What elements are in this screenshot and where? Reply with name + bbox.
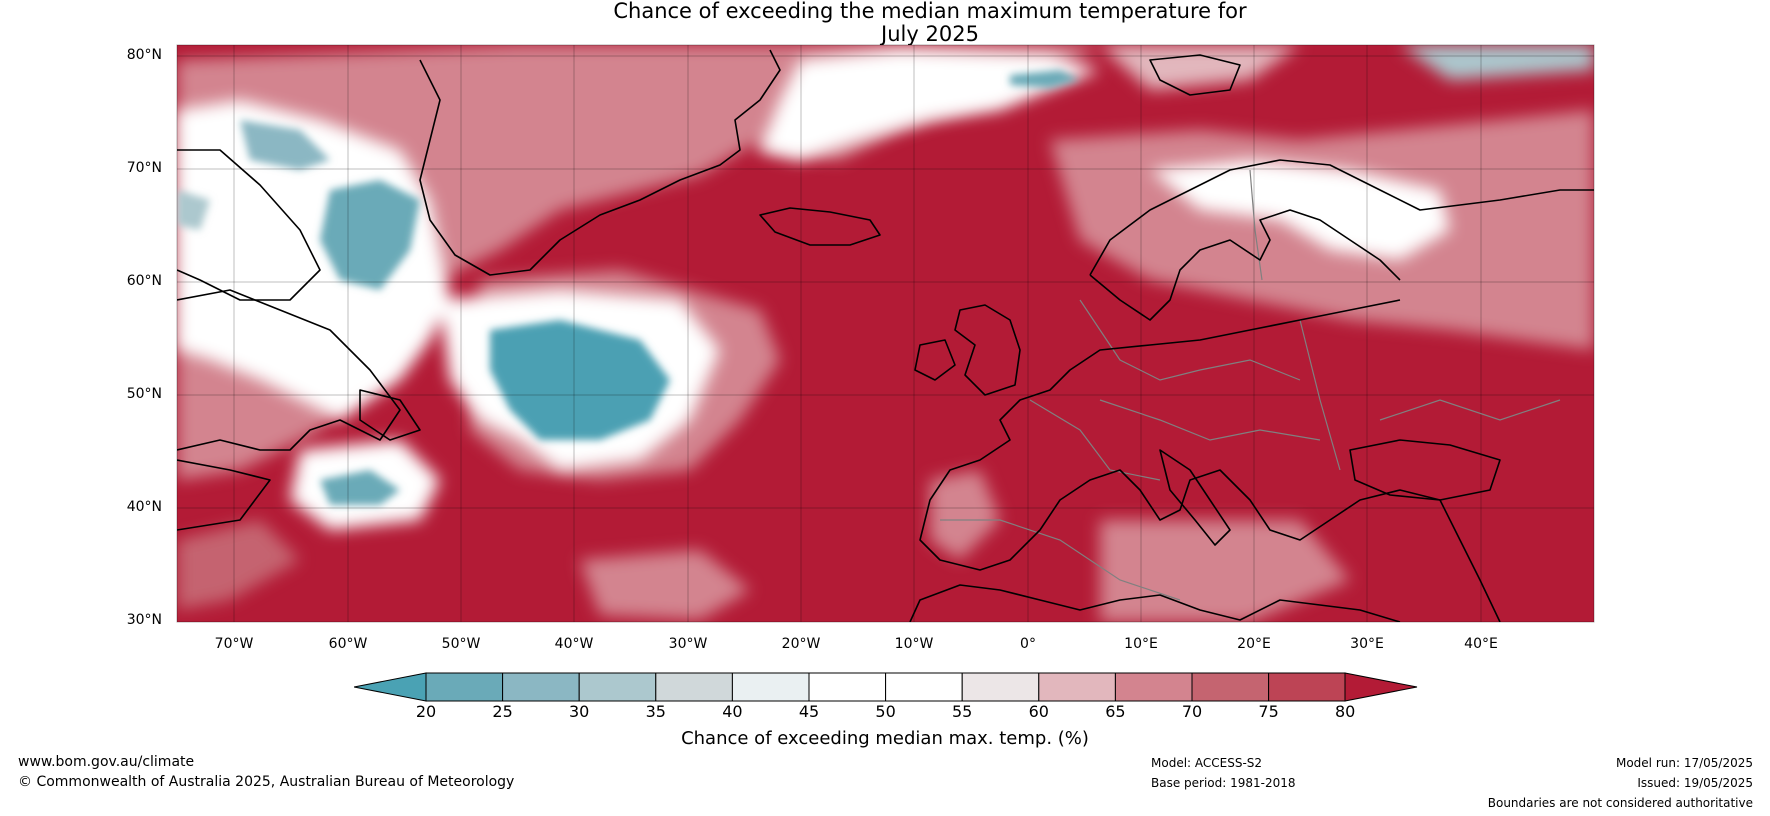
colorbar-tick-65: 65 <box>1105 702 1126 721</box>
colorbar-tick-80: 80 <box>1335 702 1356 721</box>
lat-label-30n: 30°N <box>126 612 162 628</box>
lon-label-30w: 30°W <box>668 636 708 652</box>
colorbar-tick-35: 35 <box>645 702 666 721</box>
lon-label-0: 0° <box>1020 636 1036 652</box>
lon-label-40w: 40°W <box>554 636 594 652</box>
coastlines <box>177 49 1594 622</box>
lon-label-40e: 40°E <box>1464 636 1498 652</box>
map-field <box>177 45 1594 622</box>
lon-label-10e: 10°E <box>1124 636 1158 652</box>
colorbar-bin-20-25 <box>425 672 504 702</box>
colorbar-label: Chance of exceeding median max. temp. (%… <box>681 728 1089 749</box>
model-run-date: Model run: 17/05/2025 <box>1615 756 1753 770</box>
lat-label-70n: 70°N <box>126 160 162 176</box>
lat-label-80n: 80°N <box>126 47 162 63</box>
colorbar-tick-25: 25 <box>492 702 513 721</box>
website-link[interactable]: www.bom.gov.au/climate <box>18 754 195 770</box>
probability-zones-blue <box>177 70 1080 505</box>
boundaries-disclaimer: Boundaries are not considered authoritat… <box>1487 796 1753 810</box>
colorbar-tick-60: 60 <box>1028 702 1049 721</box>
copyright-text: © Commonwealth of Australia 2025, Austra… <box>18 774 515 790</box>
lon-label-30e: 30°E <box>1350 636 1384 652</box>
graticule <box>177 45 1594 622</box>
colorbar-high-extend <box>1344 672 1418 702</box>
colorbar-bin-70-75 <box>1191 672 1270 702</box>
colorbar-tick-75: 75 <box>1258 702 1279 721</box>
colorbar-bin-25-30 <box>502 672 580 702</box>
colorbar-bin-55-60 <box>961 672 1040 702</box>
colorbar-tick-55: 55 <box>952 702 973 721</box>
colorbar-tick-40: 40 <box>722 702 743 721</box>
colorbar-bin-50-55 <box>885 672 963 702</box>
lon-label-50w: 50°W <box>441 636 481 652</box>
lon-label-60w: 60°W <box>328 636 368 652</box>
colorbar-tick-20: 20 <box>415 702 437 721</box>
lon-label-20w: 20°W <box>781 636 821 652</box>
lat-label-60n: 60°N <box>126 273 162 289</box>
colorbar-bin-75-80 <box>1268 672 1346 702</box>
lon-label-70w: 70°W <box>214 636 254 652</box>
colorbar-tick-50: 50 <box>875 702 896 721</box>
colorbar-bin-60-65 <box>1038 672 1116 702</box>
colorbar <box>354 672 1418 702</box>
colorbar-bin-30-35 <box>578 672 657 702</box>
chart-title: Chance of exceeding the median maximum t… <box>400 0 1460 46</box>
lon-label-20e: 20°E <box>1237 636 1271 652</box>
model-name: Model: ACCESS-S2 <box>1151 756 1263 770</box>
lat-label-50n: 50°N <box>126 386 162 402</box>
colorbar-tick-30: 30 <box>569 702 590 721</box>
issued-date: Issued: 19/05/2025 <box>1637 776 1753 790</box>
country-borders <box>940 169 1561 601</box>
colorbar-bin-65-70 <box>1114 672 1193 702</box>
map-frame <box>176 44 1595 623</box>
colorbar-tick-70: 70 <box>1181 702 1203 721</box>
colorbar-low-extend <box>354 672 427 702</box>
colorbar-bin-35-40 <box>655 672 733 702</box>
base-period: Base period: 1981-2018 <box>1151 776 1296 790</box>
title-line-2: July 2025 <box>881 22 979 46</box>
colorbar-bin-45-50 <box>808 672 887 702</box>
lon-label-10w: 10°W <box>894 636 934 652</box>
lat-label-40n: 40°N <box>126 499 162 515</box>
colorbar-bin-40-45 <box>731 672 810 702</box>
colorbar-tick-45: 45 <box>798 702 820 721</box>
title-line-1: Chance of exceeding the median maximum t… <box>613 0 1247 23</box>
